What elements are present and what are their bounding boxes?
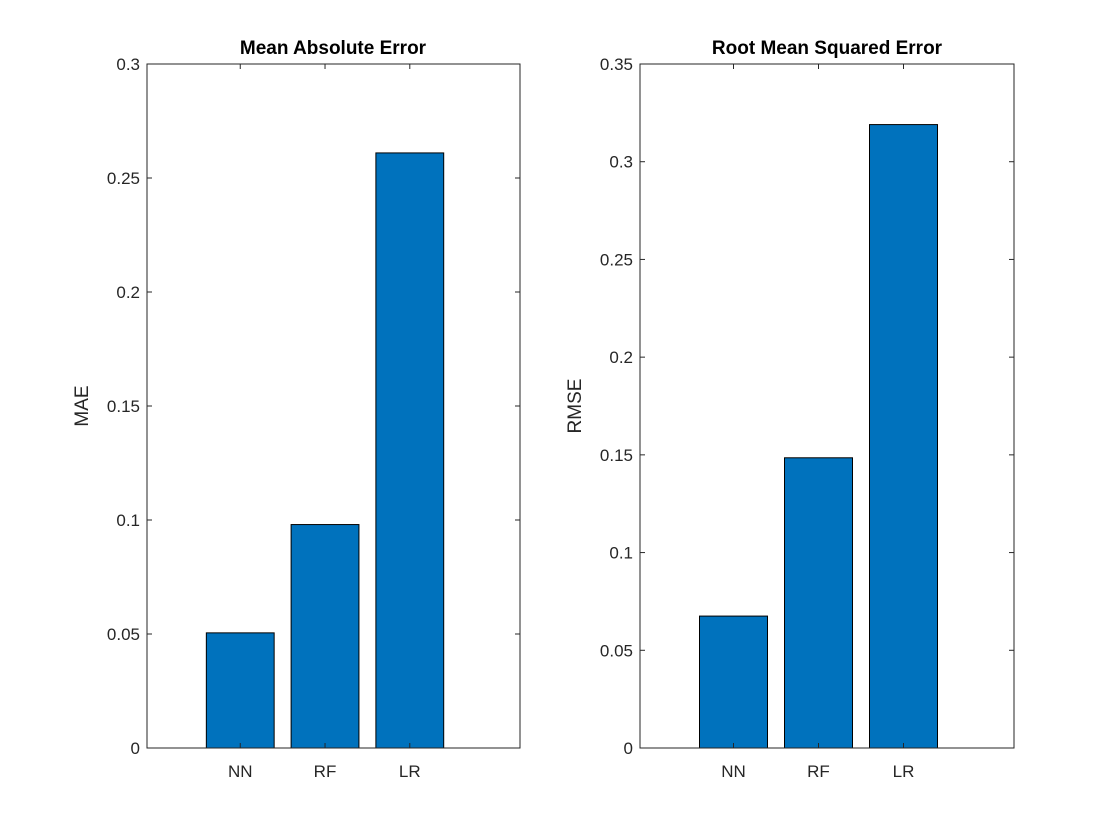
rmse-x-tick-label: RF [807, 762, 830, 781]
mae-x-tick-label: NN [228, 762, 253, 781]
mae-y-tick-label: 0.1 [116, 511, 140, 530]
rmse-bar-rf [784, 457, 853, 749]
mae-chart-title: Mean Absolute Error [240, 38, 427, 59]
mae-x-tick-label: LR [399, 762, 421, 781]
mae-subplot: Mean Absolute Error MAE NN RF LR 0 0.05 0.1 0.… [72, 38, 521, 781]
mae-y-tick-label: 0.15 [107, 397, 140, 416]
rmse-y-tick-label: 0 [624, 739, 633, 758]
mae-y-tick-label: 0.05 [107, 625, 140, 644]
rmse-bar-lr [869, 124, 938, 749]
mae-bar-nn [205, 632, 275, 749]
rmse-y-tick-label: 0.1 [609, 544, 633, 563]
rmse-x-tick-label: NN [721, 762, 746, 781]
rmse-x-tick-label: LR [893, 762, 915, 781]
rmse-y-tick-label: 0.35 [600, 55, 633, 74]
mae-y-tick-label: 0.25 [107, 169, 140, 188]
rmse-y-tick-label: 0.25 [600, 250, 633, 269]
mae-y-axis-label: MAE [72, 385, 93, 426]
mae-y-tick-label: 0.3 [116, 55, 140, 74]
rmse-bar-nn [699, 615, 768, 749]
rmse-y-tick-label: 0.3 [609, 153, 633, 172]
mae-y-tick-label: 0.2 [116, 283, 140, 302]
rmse-y-tick-label: 0.2 [609, 348, 633, 367]
mae-bar-lr [375, 152, 445, 749]
mae-bar-rf [290, 524, 360, 749]
rmse-y-tick-label: 0.05 [600, 641, 633, 660]
rmse-subplot: Root Mean Squared Error RMSE NN RF LR 0 0.05… [565, 38, 1015, 781]
rmse-y-tick-label: 0.15 [600, 446, 633, 465]
rmse-y-axis-label: RMSE [565, 379, 586, 434]
mae-x-tick-label: RF [314, 762, 337, 781]
mae-axes-box [146, 63, 521, 749]
mae-y-tick-label: 0 [131, 739, 140, 758]
rmse-axes-box [639, 63, 1015, 749]
rmse-chart-title: Root Mean Squared Error [712, 38, 943, 59]
